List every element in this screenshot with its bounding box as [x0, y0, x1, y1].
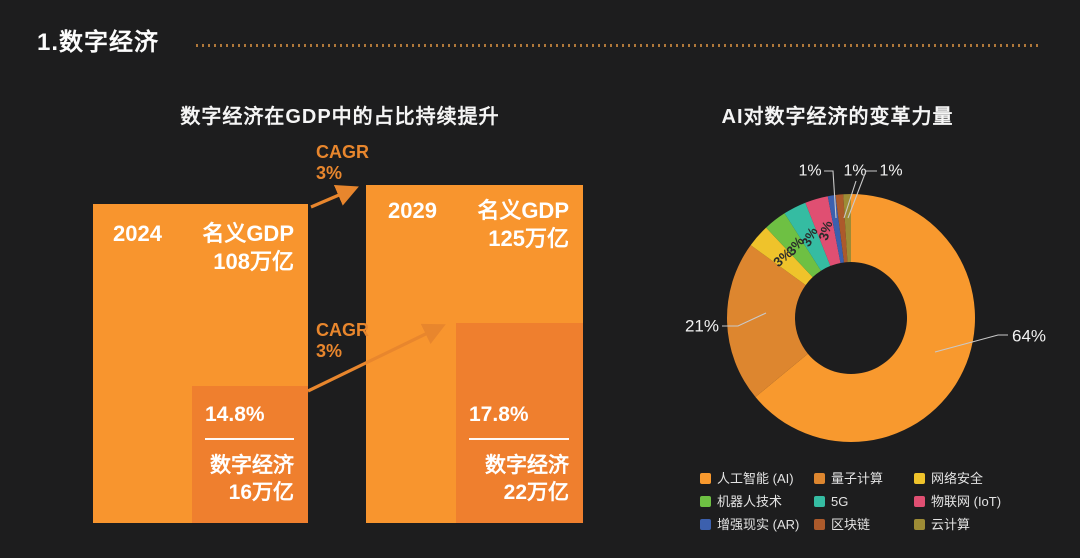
donut-legend: 人工智能 (AI) 量子计算 网络安全机器人技术 5G 物联网 (IoT) 增强现实 (A… [700, 470, 1060, 533]
donut-slice-8 [835, 194, 848, 263]
slice-value-label: 64% [1012, 327, 1046, 346]
bar-2029-digital-share: 17.8% [469, 403, 529, 426]
legend-item-9: 云计算 [914, 516, 1060, 533]
donut-chart [727, 194, 975, 442]
donut-slice-3 [750, 227, 813, 286]
legend-swatch [814, 473, 825, 484]
bar-2024-gdp: 名义GDP 108万亿 [202, 220, 294, 276]
bar-2029-de-label: 数字经济 [485, 454, 569, 477]
bar-2024-gdp-value: 108万亿 [213, 249, 294, 274]
bar-2029-year: 2029 [388, 198, 437, 223]
bar-2024: 2024 名义GDP 108万亿 14.8% 数字经济 16万亿 [93, 204, 308, 523]
legend-label: 物联网 (IoT) [931, 494, 1002, 509]
bar-2024-header: 2024 名义GDP 108万亿 [93, 204, 308, 276]
legend-item-8: 区块链 [814, 516, 914, 533]
cagr-top-line1: CAGR [316, 142, 369, 162]
legend-swatch [700, 496, 711, 507]
bar-2024-de-value: 16万亿 [228, 481, 294, 504]
bar-2029-de-value: 22万亿 [503, 481, 569, 504]
legend-item-2: 量子计算 [814, 470, 914, 487]
cagr-arrow-top [310, 185, 359, 209]
page-title: 1.数字经济 [37, 29, 160, 56]
title-divider-dots [196, 44, 1038, 47]
donut-slice-4 [766, 213, 821, 278]
legend-item-4: 机器人技术 [700, 493, 814, 510]
legend-swatch [814, 496, 825, 507]
slice-value-label: 1% [798, 163, 821, 180]
donut-slice-6 [805, 196, 841, 266]
legend-label: 机器人技术 [717, 494, 783, 509]
donut-labels: 64%21%3%3%3%3%1% 1% 1% [685, 163, 1046, 353]
legend-label: 5G [831, 494, 849, 509]
slice-value-label-inside: 3% [799, 225, 821, 249]
bar-2024-gdp-label: 名义GDP [202, 221, 294, 246]
slice-value-label: 1% [843, 163, 866, 180]
legend-swatch [914, 519, 925, 530]
donut-slice-5 [784, 202, 831, 271]
donut-slice-1 [755, 194, 975, 442]
bar-2029-gdp-label: 名义GDP [477, 198, 569, 223]
leader-line [934, 334, 1008, 353]
cagr-mid-line1: CAGR [316, 320, 369, 340]
legend-item-7: 增强现实 (AR) [700, 516, 814, 533]
legend-item-6: 物联网 (IoT) [914, 493, 1060, 510]
legend-label: 区块链 [831, 517, 871, 532]
cagr-mid-line2: 3% [316, 341, 343, 361]
cagr-label-top: CAGR 3% [316, 142, 369, 184]
bar-2029-digital-economy-block: 17.8% 数字经济 22万亿 [456, 323, 583, 523]
donut-slice-2 [727, 245, 808, 398]
legend-label: 人工智能 (AI) [717, 471, 794, 486]
bar-2024-de-label: 数字经济 [210, 454, 294, 477]
legend-swatch [700, 473, 711, 484]
bar-2029-gdp-value: 125万亿 [488, 226, 569, 251]
legend-label: 网络安全 [931, 471, 984, 486]
left-chart-title: 数字经济在GDP中的占比持续提升 [180, 106, 500, 128]
bar-2029-header: 2029 名义GDP 125万亿 [366, 185, 583, 253]
legend-label: 增强现实 (AR) [717, 517, 800, 532]
leader-line [847, 170, 877, 219]
cagr-top-line2: 3% [316, 163, 343, 183]
legend-item-5: 5G [814, 493, 914, 510]
divider-line [469, 438, 569, 440]
slice-value-label-inside: 3% [816, 219, 836, 242]
bar-2024-digital-share: 14.8% [205, 403, 265, 426]
legend-swatch [814, 519, 825, 530]
cagr-label-mid: CAGR 3% [316, 320, 369, 362]
legend-swatch [914, 496, 925, 507]
bar-2029: 2029 名义GDP 125万亿 17.8% 数字经济 22万亿 [366, 185, 583, 523]
legend-swatch [700, 519, 711, 530]
right-chart-title: AI对数字经济的变革力量 [721, 106, 954, 128]
leader-line [722, 312, 767, 327]
leader-line [824, 170, 837, 219]
legend-label: 云计算 [931, 517, 971, 532]
slice-value-label-inside: 3% [783, 234, 807, 259]
legend-item-3: 网络安全 [914, 470, 1060, 487]
bar-2024-year: 2024 [113, 221, 162, 246]
slice-value-label: 1% [879, 163, 902, 180]
slice-value-label: 21% [685, 317, 719, 336]
bar-2029-gdp: 名义GDP 125万亿 [477, 197, 569, 253]
legend-label: 量子计算 [831, 471, 884, 486]
donut-slice-7 [827, 194, 844, 263]
donut-slice-9 [843, 194, 851, 263]
legend-item-1: 人工智能 (AI) [700, 470, 814, 487]
legend-swatch [914, 473, 925, 484]
divider-line [205, 438, 294, 440]
bar-2024-digital-economy-block: 14.8% 数字经济 16万亿 [192, 386, 308, 523]
leader-line [843, 180, 857, 219]
slice-value-label-inside: 3% [770, 246, 795, 270]
